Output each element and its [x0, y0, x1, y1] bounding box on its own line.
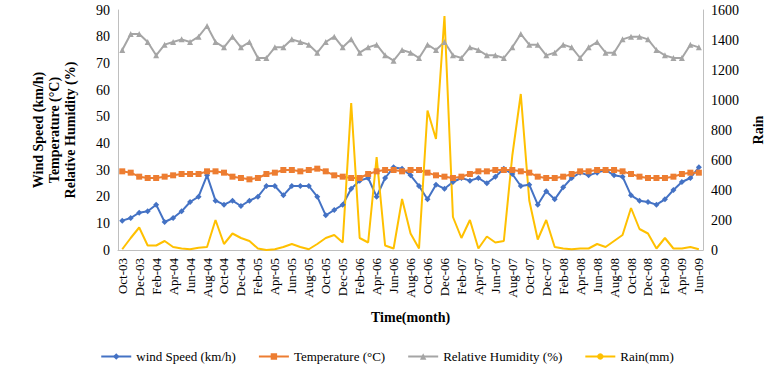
svg-text:wind Speed (km/h): wind Speed (km/h)	[136, 349, 236, 364]
svg-text:Oct-08: Oct-08	[624, 258, 639, 294]
svg-text:Jun-04: Jun-04	[183, 258, 198, 294]
svg-text:Jun-05: Jun-05	[284, 258, 299, 293]
svg-text:Oct-07: Oct-07	[522, 258, 537, 295]
svg-text:Oct-03: Oct-03	[115, 258, 130, 294]
svg-text:Oct-04: Oct-04	[216, 258, 231, 295]
svg-text:Apr-07: Apr-07	[471, 258, 486, 296]
svg-text:Jun-07: Jun-07	[488, 258, 503, 294]
svg-text:Aug-06: Aug-06	[403, 258, 418, 298]
svg-text:200: 200	[711, 213, 732, 228]
svg-text:Feb-08: Feb-08	[556, 258, 571, 295]
svg-text:Apr-05: Apr-05	[267, 258, 282, 295]
svg-text:Feb-09: Feb-09	[657, 258, 672, 295]
svg-text:Aug-07: Aug-07	[505, 258, 520, 298]
svg-text:Feb-06: Feb-06	[352, 258, 367, 295]
svg-text:Wind Speed (km/h): Wind Speed (km/h)	[31, 71, 47, 188]
svg-text:1400: 1400	[711, 33, 739, 48]
svg-text:0: 0	[711, 243, 718, 258]
svg-text:Feb-05: Feb-05	[250, 258, 265, 295]
svg-text:400: 400	[711, 183, 732, 198]
svg-text:Temperature (°C): Temperature (°C)	[47, 77, 63, 184]
svg-text:Rain: Rain	[751, 115, 766, 144]
svg-text:1600: 1600	[711, 3, 739, 18]
svg-text:Rain(mm): Rain(mm)	[620, 349, 673, 364]
svg-text:Feb-04: Feb-04	[149, 258, 164, 295]
svg-text:0: 0	[103, 243, 110, 258]
svg-text:Apr-06: Apr-06	[369, 258, 384, 296]
svg-text:Jun-06: Jun-06	[386, 258, 401, 294]
svg-text:Jun-09: Jun-09	[691, 258, 706, 293]
svg-text:1000: 1000	[711, 93, 739, 108]
svg-text:60: 60	[96, 83, 110, 98]
svg-text:20: 20	[96, 189, 110, 204]
svg-text:30: 30	[96, 163, 110, 178]
svg-text:90: 90	[96, 3, 110, 18]
svg-text:Feb-07: Feb-07	[454, 258, 469, 295]
svg-text:Temperature (°C): Temperature (°C)	[294, 349, 385, 364]
svg-text:Oct-06: Oct-06	[420, 258, 435, 295]
svg-text:Oct-05: Oct-05	[318, 258, 333, 294]
svg-text:Aug-05: Aug-05	[301, 258, 316, 298]
svg-text:Relative Humidity (%): Relative Humidity (%)	[63, 61, 79, 198]
svg-text:Relative Humidity (%): Relative Humidity (%)	[443, 349, 562, 364]
svg-text:600: 600	[711, 153, 732, 168]
svg-text:70: 70	[96, 56, 110, 71]
svg-text:50: 50	[96, 109, 110, 124]
svg-text:Apr-08: Apr-08	[573, 258, 588, 295]
svg-text:800: 800	[711, 123, 732, 138]
svg-text:Apr-09: Apr-09	[674, 258, 689, 295]
svg-text:Dec-06: Dec-06	[437, 258, 452, 297]
svg-text:Dec-03: Dec-03	[132, 258, 147, 296]
svg-text:Dec-05: Dec-05	[335, 258, 350, 296]
svg-text:10: 10	[96, 216, 110, 231]
svg-text:Dec-08: Dec-08	[640, 258, 655, 296]
svg-text:Time(month): Time(month)	[371, 310, 450, 326]
svg-text:40: 40	[96, 136, 110, 151]
svg-text:1200: 1200	[711, 63, 739, 78]
svg-text:Aug-04: Aug-04	[200, 258, 215, 298]
svg-text:80: 80	[96, 29, 110, 44]
svg-text:Dec-04: Dec-04	[233, 258, 248, 297]
svg-text:Dec-07: Dec-07	[539, 258, 554, 297]
svg-text:Aug-08: Aug-08	[607, 258, 622, 298]
svg-text:Jun-08: Jun-08	[590, 258, 605, 293]
svg-text:Apr-04: Apr-04	[166, 258, 181, 296]
